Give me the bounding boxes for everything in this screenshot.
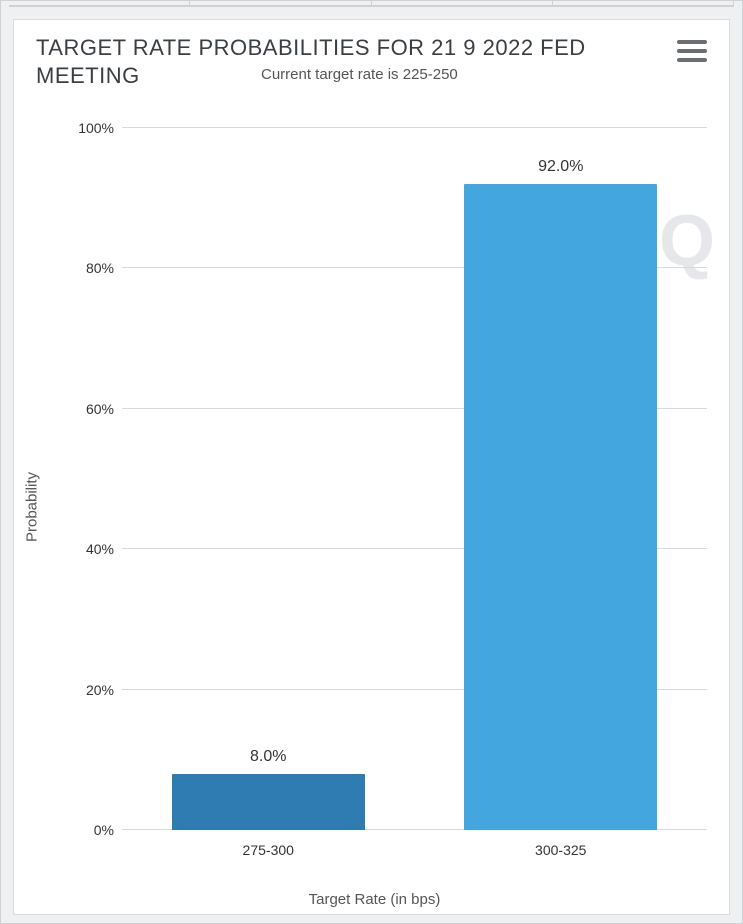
y-tick-label: 40% (66, 541, 114, 557)
x-tick-label: 300-325 (535, 842, 586, 858)
tab-strip (9, 1, 734, 7)
y-axis-label: Probability (24, 472, 41, 542)
grid-line (122, 127, 707, 128)
y-tick-label: 60% (66, 401, 114, 417)
x-axis-label: Target Rate (in bps) (42, 891, 707, 908)
chart-plot: Probability Q 0%20%40%60%80%100%8.0%275-… (42, 128, 707, 886)
bar (464, 184, 657, 830)
chart-card: TARGET RATE PROBABILITIES FOR 21 9 2022 … (13, 19, 730, 915)
y-tick-label: 0% (66, 822, 114, 838)
y-tick-label: 100% (66, 120, 114, 136)
plot-area: Q 0%20%40%60%80%100%8.0%275-30092.0%300-… (122, 128, 707, 830)
bar-value-label: 8.0% (208, 748, 328, 766)
bar-value-label: 92.0% (501, 158, 621, 176)
bar (172, 774, 365, 830)
page: TARGET RATE PROBABILITIES FOR 21 9 2022 … (0, 0, 743, 924)
y-tick-label: 20% (66, 682, 114, 698)
watermark: Q (659, 200, 715, 282)
x-tick-label: 275-300 (243, 842, 294, 858)
chart-subtitle: Current target rate is 225-250 (261, 66, 458, 83)
title-area: TARGET RATE PROBABILITIES FOR 21 9 2022 … (36, 34, 707, 89)
menu-icon[interactable] (677, 40, 707, 62)
y-tick-label: 80% (66, 260, 114, 276)
